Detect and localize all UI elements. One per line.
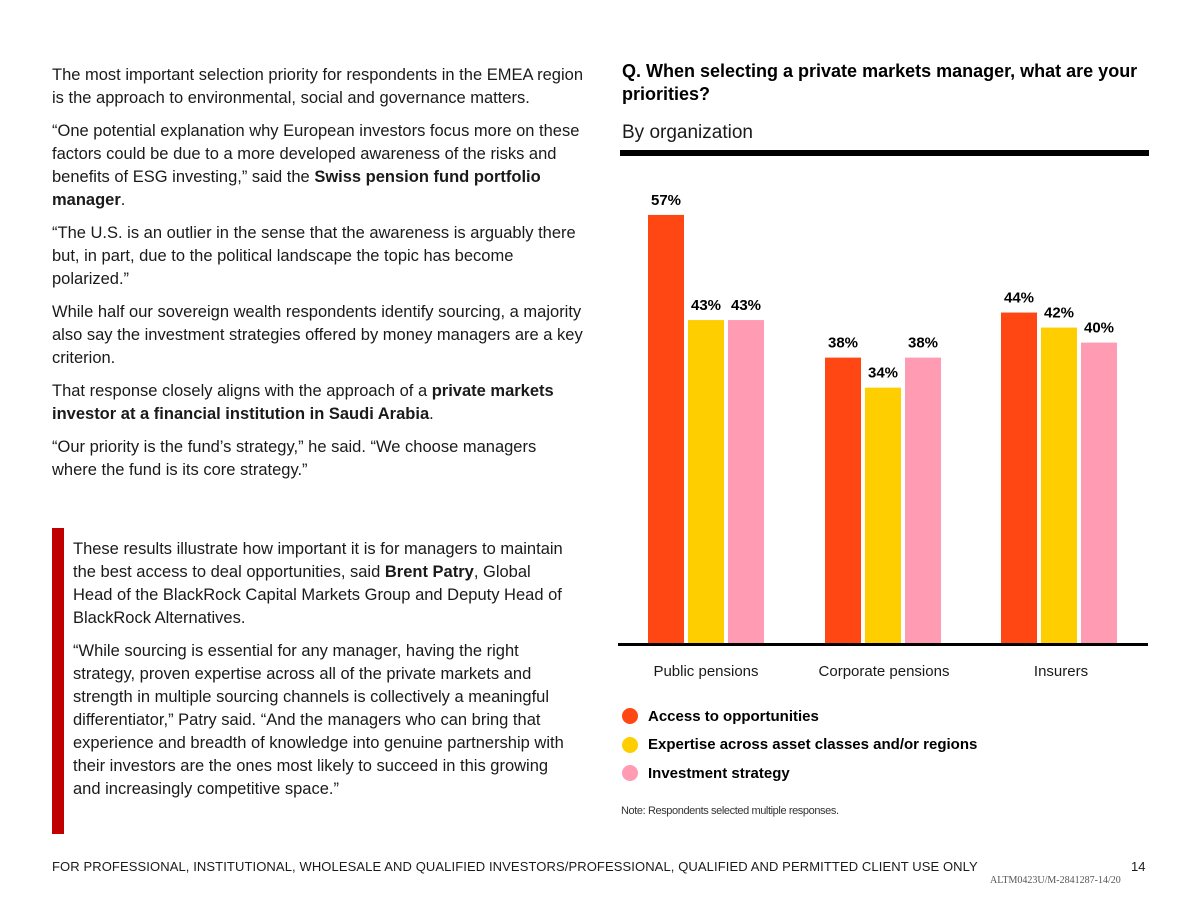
legend-item: Access to opportunities bbox=[622, 702, 977, 731]
paragraph: “One potential explanation why European … bbox=[52, 120, 584, 212]
paragraph: These results illustrate how important i… bbox=[73, 538, 573, 630]
paragraph: “Our priority is the fund’s strategy,” h… bbox=[52, 436, 584, 482]
paragraph-text: The most important selection priority fo… bbox=[52, 66, 584, 107]
paragraph-text: “Our priority is the fund’s strategy,” h… bbox=[52, 438, 537, 479]
data-label: 44% bbox=[1004, 290, 1034, 307]
data-label: 38% bbox=[908, 335, 938, 352]
category-label: Corporate pensions bbox=[819, 663, 950, 680]
paragraph-text: While half our sovereign wealth responde… bbox=[52, 303, 583, 367]
bar bbox=[728, 320, 764, 643]
page-number: 14 bbox=[1131, 859, 1146, 874]
paragraph-text: These results illustrate how important i… bbox=[73, 540, 563, 581]
paragraph-text: “One potential explanation why European … bbox=[52, 122, 580, 186]
bar bbox=[688, 320, 724, 643]
category-label: Public pensions bbox=[653, 663, 758, 680]
data-label: 38% bbox=[828, 335, 858, 352]
bar bbox=[1081, 342, 1117, 643]
emphasis-text: Brent Patry bbox=[384, 563, 474, 581]
data-label: 43% bbox=[691, 297, 721, 314]
category-label: Insurers bbox=[1034, 663, 1088, 680]
footer-disclaimer: FOR PROFESSIONAL, INSTITUTIONAL, WHOLESA… bbox=[52, 859, 978, 874]
paragraph: “The U.S. is an outlier in the sense tha… bbox=[52, 222, 584, 291]
bar-chart: 57% 38% 44% 43% 34% 42% 43% 38% 40% Public pensio… bbox=[618, 192, 1148, 680]
legend-label: Access to opportunities bbox=[648, 707, 819, 725]
chart-subtitle: By organization bbox=[622, 122, 753, 143]
legend-label: Expertise across asset classes and/or re… bbox=[648, 736, 978, 754]
legend-label: Investment strategy bbox=[648, 764, 790, 782]
data-label: 57% bbox=[651, 192, 681, 209]
legend-item: Investment strategy bbox=[622, 759, 977, 788]
reference-code: ALTM0423U/M-2841287-14/20 bbox=[990, 875, 1121, 886]
bar bbox=[825, 357, 861, 643]
body-text-column: The most important selection priority fo… bbox=[52, 64, 584, 492]
paragraph: “While sourcing is essential for any man… bbox=[73, 640, 573, 801]
chart-title: Q. When selecting a private markets mana… bbox=[622, 61, 1138, 104]
pull-quote: These results illustrate how important i… bbox=[52, 528, 584, 834]
data-label: 34% bbox=[868, 365, 898, 382]
emphasis-text: private markets investor at a financial … bbox=[52, 382, 554, 423]
quote-text: These results illustrate how important i… bbox=[73, 538, 573, 811]
bar bbox=[648, 214, 684, 643]
paragraph: That response closely aligns with the ap… bbox=[52, 380, 584, 426]
paragraph-text: “The U.S. is an outlier in the sense tha… bbox=[52, 224, 576, 288]
quote-accent-bar bbox=[52, 528, 64, 834]
paragraph: While half our sovereign wealth responde… bbox=[52, 301, 584, 370]
legend-item: Expertise across asset classes and/or re… bbox=[622, 731, 977, 760]
paragraph-text: “While sourcing is essential for any man… bbox=[73, 642, 564, 798]
legend-swatch-icon bbox=[622, 736, 638, 753]
data-label: 40% bbox=[1084, 320, 1114, 337]
paragraph-text: That response closely aligns with the ap… bbox=[52, 382, 432, 400]
paragraph-text: , Global Head of the BlackRock Capital M… bbox=[73, 563, 562, 627]
bar bbox=[1001, 312, 1037, 643]
data-label: 43% bbox=[731, 297, 761, 314]
chart-note: Note: Respondents selected multiple resp… bbox=[621, 805, 839, 817]
legend-swatch-icon bbox=[622, 708, 638, 725]
chart-legend: Access to opportunities Expertise across … bbox=[622, 702, 977, 788]
title-rule bbox=[620, 150, 1149, 156]
data-label: 42% bbox=[1044, 305, 1074, 322]
bar bbox=[905, 357, 941, 643]
legend-swatch-icon bbox=[622, 765, 638, 782]
bar bbox=[865, 387, 901, 643]
bar bbox=[1041, 327, 1077, 643]
paragraph-text: . bbox=[120, 191, 126, 209]
chart-header: Q. When selecting a private markets mana… bbox=[622, 60, 1150, 143]
emphasis-text: Swiss pension fund portfolio manager bbox=[52, 168, 541, 209]
paragraph-text: . bbox=[429, 405, 434, 423]
paragraph: The most important selection priority fo… bbox=[52, 64, 584, 110]
